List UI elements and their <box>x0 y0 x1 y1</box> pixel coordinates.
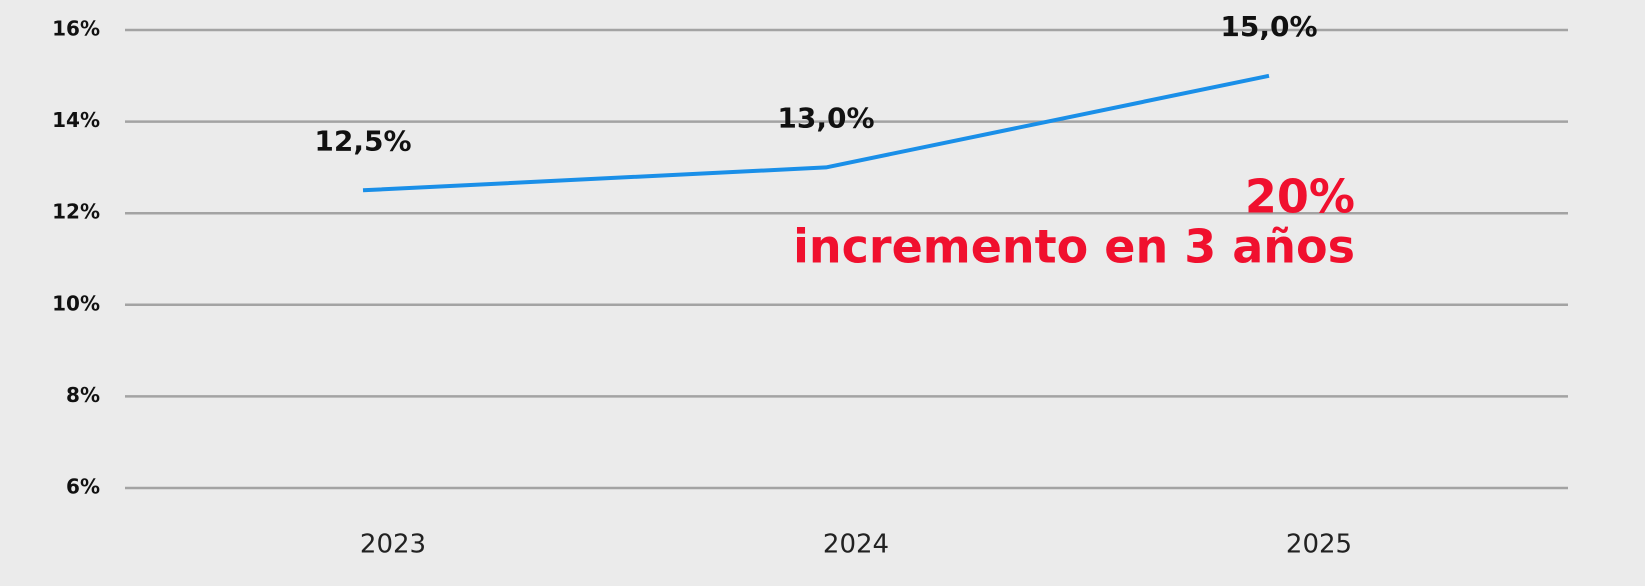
annotation-text: incremento en 3 años <box>793 220 1355 274</box>
line <box>362 73 1270 193</box>
y-tick-label: 16% <box>52 17 100 41</box>
annotation-percent: 20% <box>1245 170 1355 224</box>
y-tick-label: 6% <box>66 475 100 499</box>
y-tick-label: 8% <box>66 383 100 407</box>
x-tick-label: 2025 <box>1286 530 1352 560</box>
y-tick-label: 10% <box>52 291 100 315</box>
x-tick-label: 2024 <box>823 530 889 560</box>
value-label: 13,0% <box>777 101 874 134</box>
y-tick-label: 12% <box>52 200 100 224</box>
y-tick-label: 14% <box>52 108 100 132</box>
value-label: 12,5% <box>314 124 411 157</box>
x-tick-label: 2023 <box>360 530 426 560</box>
value-label: 15,0% <box>1220 10 1317 43</box>
